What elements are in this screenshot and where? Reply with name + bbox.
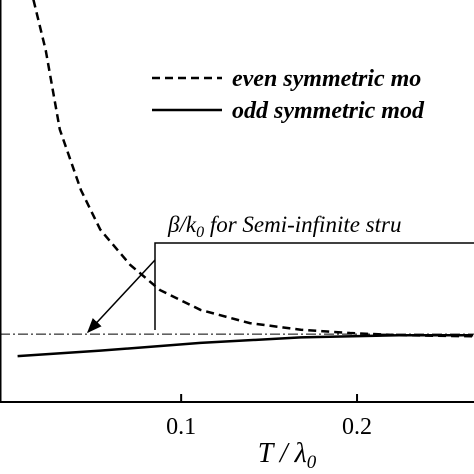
series-line	[17, 333, 474, 358]
annotation: β/k0 for Semi-infinite stru	[167, 212, 401, 241]
x-axis-title: T / λ0	[258, 438, 317, 473]
x-tick-label: 0.2	[342, 414, 372, 440]
annotation-arrow	[86, 259, 156, 334]
legend-label: odd symmetric mod	[232, 98, 425, 124]
annotation-leader	[154, 242, 474, 330]
legend-label: even symmetric mo	[232, 66, 421, 92]
x-tick-label: 0.1	[166, 414, 196, 440]
series-line	[32, 0, 474, 338]
